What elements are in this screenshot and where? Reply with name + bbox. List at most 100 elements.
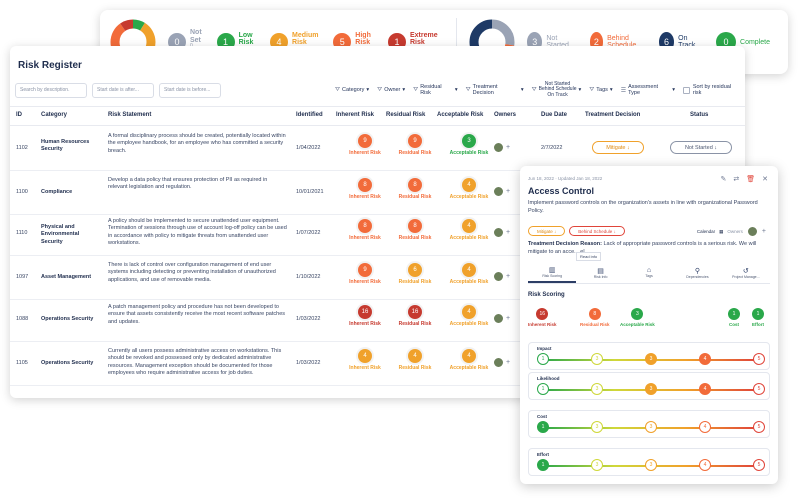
delete-icon[interactable]: 🗑 xyxy=(746,176,756,183)
table-header: ID Category Risk Statement Identified In… xyxy=(10,106,745,126)
scale-option[interactable]: 3 xyxy=(645,421,657,433)
avatar[interactable] xyxy=(493,227,504,238)
tab-risk-scoring[interactable]: ▥ Risk Scoring xyxy=(528,262,577,283)
col-treatment[interactable]: Treatment Decision xyxy=(585,112,641,118)
risk-circle: 9 xyxy=(358,134,372,148)
scale-option[interactable]: 1 xyxy=(537,353,549,365)
col-residual[interactable]: Residual Risk xyxy=(386,112,426,118)
filter-bar: Search by description. Start date is aft… xyxy=(15,80,740,98)
col-category[interactable]: Category xyxy=(41,112,68,118)
scale-option[interactable]: 3 xyxy=(591,459,603,471)
add-user-icon[interactable]: + xyxy=(506,315,511,322)
avatar[interactable] xyxy=(746,226,758,237)
scale-name: Cost xyxy=(537,414,547,419)
col-due[interactable]: Due Date xyxy=(541,112,568,118)
risk-circle: 16 xyxy=(408,305,422,319)
add-user-icon[interactable]: + xyxy=(506,229,511,236)
owner-filter[interactable]: ⛛ Owner ▾ xyxy=(377,86,406,94)
scale-option[interactable]: 5 xyxy=(753,459,765,471)
col-id[interactable]: ID xyxy=(16,112,22,118)
checkbox-icon[interactable] xyxy=(682,86,690,94)
risk-score: 3 Acceptable Risk xyxy=(444,134,494,156)
table-row[interactable]: 1110 Physical and Environmental Security A… xyxy=(10,212,745,256)
col-owners[interactable]: Owners xyxy=(494,112,517,118)
row-category: Asset Management xyxy=(41,274,92,280)
table-row[interactable]: 1100 Compliance Develop a data policy that… xyxy=(10,171,745,215)
link-icon[interactable]: ⇄ xyxy=(733,176,740,183)
status-filter[interactable]: ⛛ Not Started Behind Schedule On Track ▾ xyxy=(531,80,582,98)
search-input[interactable]: Search by description. xyxy=(15,82,87,98)
close-icon[interactable]: ✕ xyxy=(762,176,768,183)
category-filter[interactable]: ⛛ Category ▾ xyxy=(335,86,370,94)
col-status[interactable]: Status xyxy=(690,112,709,118)
row-statement: A policy should be implemented to secure… xyxy=(108,218,287,247)
table-row[interactable]: 1105 Operations Security Currently all use… xyxy=(10,342,745,386)
mitigate-pill[interactable]: Mitigate ↓ xyxy=(528,226,566,236)
scale-option[interactable]: 5 xyxy=(753,383,765,395)
scale-option[interactable]: 3 xyxy=(591,383,603,395)
filter-icon: ⛛ xyxy=(335,86,341,93)
behind-schedule-pill[interactable]: Behind Schedule ↓ xyxy=(569,226,625,236)
scale-option[interactable]: 3 xyxy=(591,421,603,433)
col-statement[interactable]: Risk Statement xyxy=(108,112,152,118)
sort-residual-checkbox[interactable]: Sort by residual risk xyxy=(682,84,740,96)
scale-option[interactable]: 3 xyxy=(645,383,657,395)
risk-label: Residual Risk xyxy=(398,194,432,200)
avatar[interactable] xyxy=(493,142,504,153)
add-user-icon[interactable]: + xyxy=(761,228,766,235)
tab-risk-info[interactable]: ▤ Risk Info xyxy=(593,267,608,279)
scale-option[interactable]: 4 xyxy=(699,383,711,395)
edit-icon[interactable]: ✎ xyxy=(720,176,727,183)
start-before-input[interactable]: Start date is before... xyxy=(159,82,221,98)
risk-score: 4 Acceptable Risk xyxy=(444,178,494,200)
assessment-type-filter[interactable]: ☰ Assessment Type ▾ xyxy=(620,84,675,96)
avatar[interactable] xyxy=(493,186,504,197)
scale-option[interactable]: 3 xyxy=(645,459,657,471)
scale-option[interactable]: 4 xyxy=(699,459,711,471)
table-row[interactable]: 1097 Asset Management There is lack of con… xyxy=(10,256,745,300)
scale-option[interactable]: 3 xyxy=(645,353,657,365)
scale-option[interactable]: 5 xyxy=(753,353,765,365)
tab-tags[interactable]: ⌂ Tags xyxy=(645,267,653,278)
residual-risk-filter[interactable]: ⛛ Residual Risk ▾ xyxy=(413,84,458,96)
scale-option[interactable]: 3 xyxy=(591,353,603,365)
add-user-icon[interactable]: + xyxy=(506,144,511,151)
col-identified[interactable]: Identified xyxy=(296,112,323,118)
scale-option[interactable]: 4 xyxy=(699,421,711,433)
scale-option[interactable]: 5 xyxy=(753,421,765,433)
treatment-decision-filter[interactable]: ⛛ Treatment Decision ▾ xyxy=(465,84,524,96)
scale-option[interactable]: 1 xyxy=(537,459,549,471)
avatar[interactable] xyxy=(493,313,504,324)
status-label: Complete xyxy=(740,38,770,46)
add-user-icon[interactable]: + xyxy=(506,188,511,195)
scale-option[interactable]: 1 xyxy=(537,421,549,433)
col-acceptable[interactable]: Acceptable Risk xyxy=(437,112,484,118)
table-row[interactable]: 1102 Human Resources Security A formal dis… xyxy=(10,127,745,171)
history-icon: ↺ xyxy=(742,267,749,275)
tags-filter[interactable]: ⛛ Tags ▾ xyxy=(589,86,613,94)
add-user-icon[interactable]: + xyxy=(506,359,511,366)
status-label: Behind Schedule xyxy=(607,35,636,49)
scale-cost: Cost 1 3 3 4 5 xyxy=(528,410,770,438)
row-id: 1088 xyxy=(16,316,29,322)
risk-circle: 6 xyxy=(408,263,422,277)
scale-option[interactable]: 1 xyxy=(537,383,549,395)
tab-dependencies[interactable]: ⚲ Dependencies xyxy=(686,267,709,279)
calendar-link[interactable]: Calendar xyxy=(696,229,716,234)
risk-label: Inherent Risk xyxy=(349,150,381,156)
row-statement: Develop a data policy that ensures prote… xyxy=(108,177,268,191)
add-user-icon[interactable]: + xyxy=(506,273,511,280)
risk-score: 9 Inherent Risk xyxy=(340,134,390,156)
table-row[interactable]: 1088 Operations Security A patch managemen… xyxy=(10,298,745,342)
score-item: 1 Cost xyxy=(728,308,740,327)
owners-cell: + xyxy=(493,186,510,197)
status-pill[interactable]: Not Started ↓ xyxy=(670,141,732,154)
col-inherent[interactable]: Inherent Risk xyxy=(336,112,375,118)
avatar[interactable] xyxy=(493,357,504,368)
scale-option[interactable]: 4 xyxy=(699,353,711,365)
start-after-input[interactable]: Start date is after... xyxy=(92,82,154,98)
tab-project-management[interactable]: ↺ Project Manage... xyxy=(732,267,760,279)
page-title: Risk Register xyxy=(18,60,82,71)
treatment-pill[interactable]: Mitigate ↓ xyxy=(592,141,644,154)
avatar[interactable] xyxy=(493,271,504,282)
